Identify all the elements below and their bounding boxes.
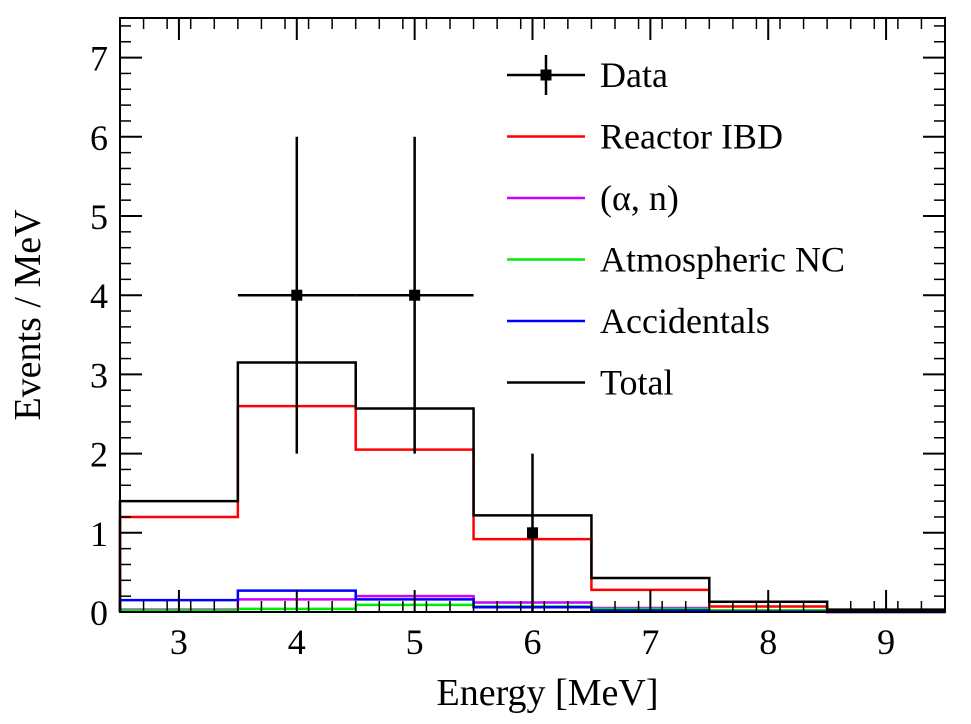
y-tick-label: 1 [90,514,108,554]
legend-label: Reactor IBD [600,117,783,157]
legend-label: Total [600,363,673,403]
legend-item-atmospheric-nc: Atmospheric NC [507,240,845,280]
x-tick-label: 5 [406,622,424,662]
legend-item-total: Total [507,363,673,403]
y-axis-label: Events / MeV [7,209,49,421]
legend-item-accidentals: Accidentals [507,301,770,341]
legend-item-data: Data [507,55,668,95]
x-tick-label: 9 [877,622,895,662]
y-tick-label: 4 [90,276,108,316]
y-tick-label: 0 [90,593,108,633]
y-tick-label: 2 [90,435,108,475]
x-tick-label: 8 [759,622,777,662]
data-point-2 [355,136,474,454]
x-tick-label: 4 [288,622,306,662]
legend-swatch-marker [540,69,552,81]
legend-label: Data [600,55,668,95]
y-tick-label: 5 [90,197,108,237]
x-tick-label: 7 [641,622,659,662]
legend-item-reactor-ibd: Reactor IBD [507,117,783,157]
x-axis-label: Energy [MeV] [437,672,659,714]
y-tick-label: 3 [90,355,108,395]
y-tick-label: 6 [90,118,108,158]
legend-label: (α, n) [600,178,679,218]
data-point-marker [291,289,303,301]
legend-item-alpha-n: (α, n) [507,178,679,218]
legend-label: Accidentals [600,301,770,341]
data-point-1 [237,136,356,454]
legend: Data Reactor IBD (α, n) Atmospheric NC Accid… [507,55,845,403]
x-tick-label: 6 [524,622,542,662]
x-tick-label: 3 [170,622,188,662]
data-points-layer [237,136,538,612]
legend-label: Atmospheric NC [600,240,845,280]
y-tick-label: 7 [90,39,108,79]
data-point-marker [409,289,421,301]
data-point-3 [527,453,538,612]
data-point-marker [527,527,538,539]
axes-layer: 3 4 5 6 7 8 9 0 1 2 3 4 5 6 7 [90,18,946,662]
series-total-line [118,361,945,612]
